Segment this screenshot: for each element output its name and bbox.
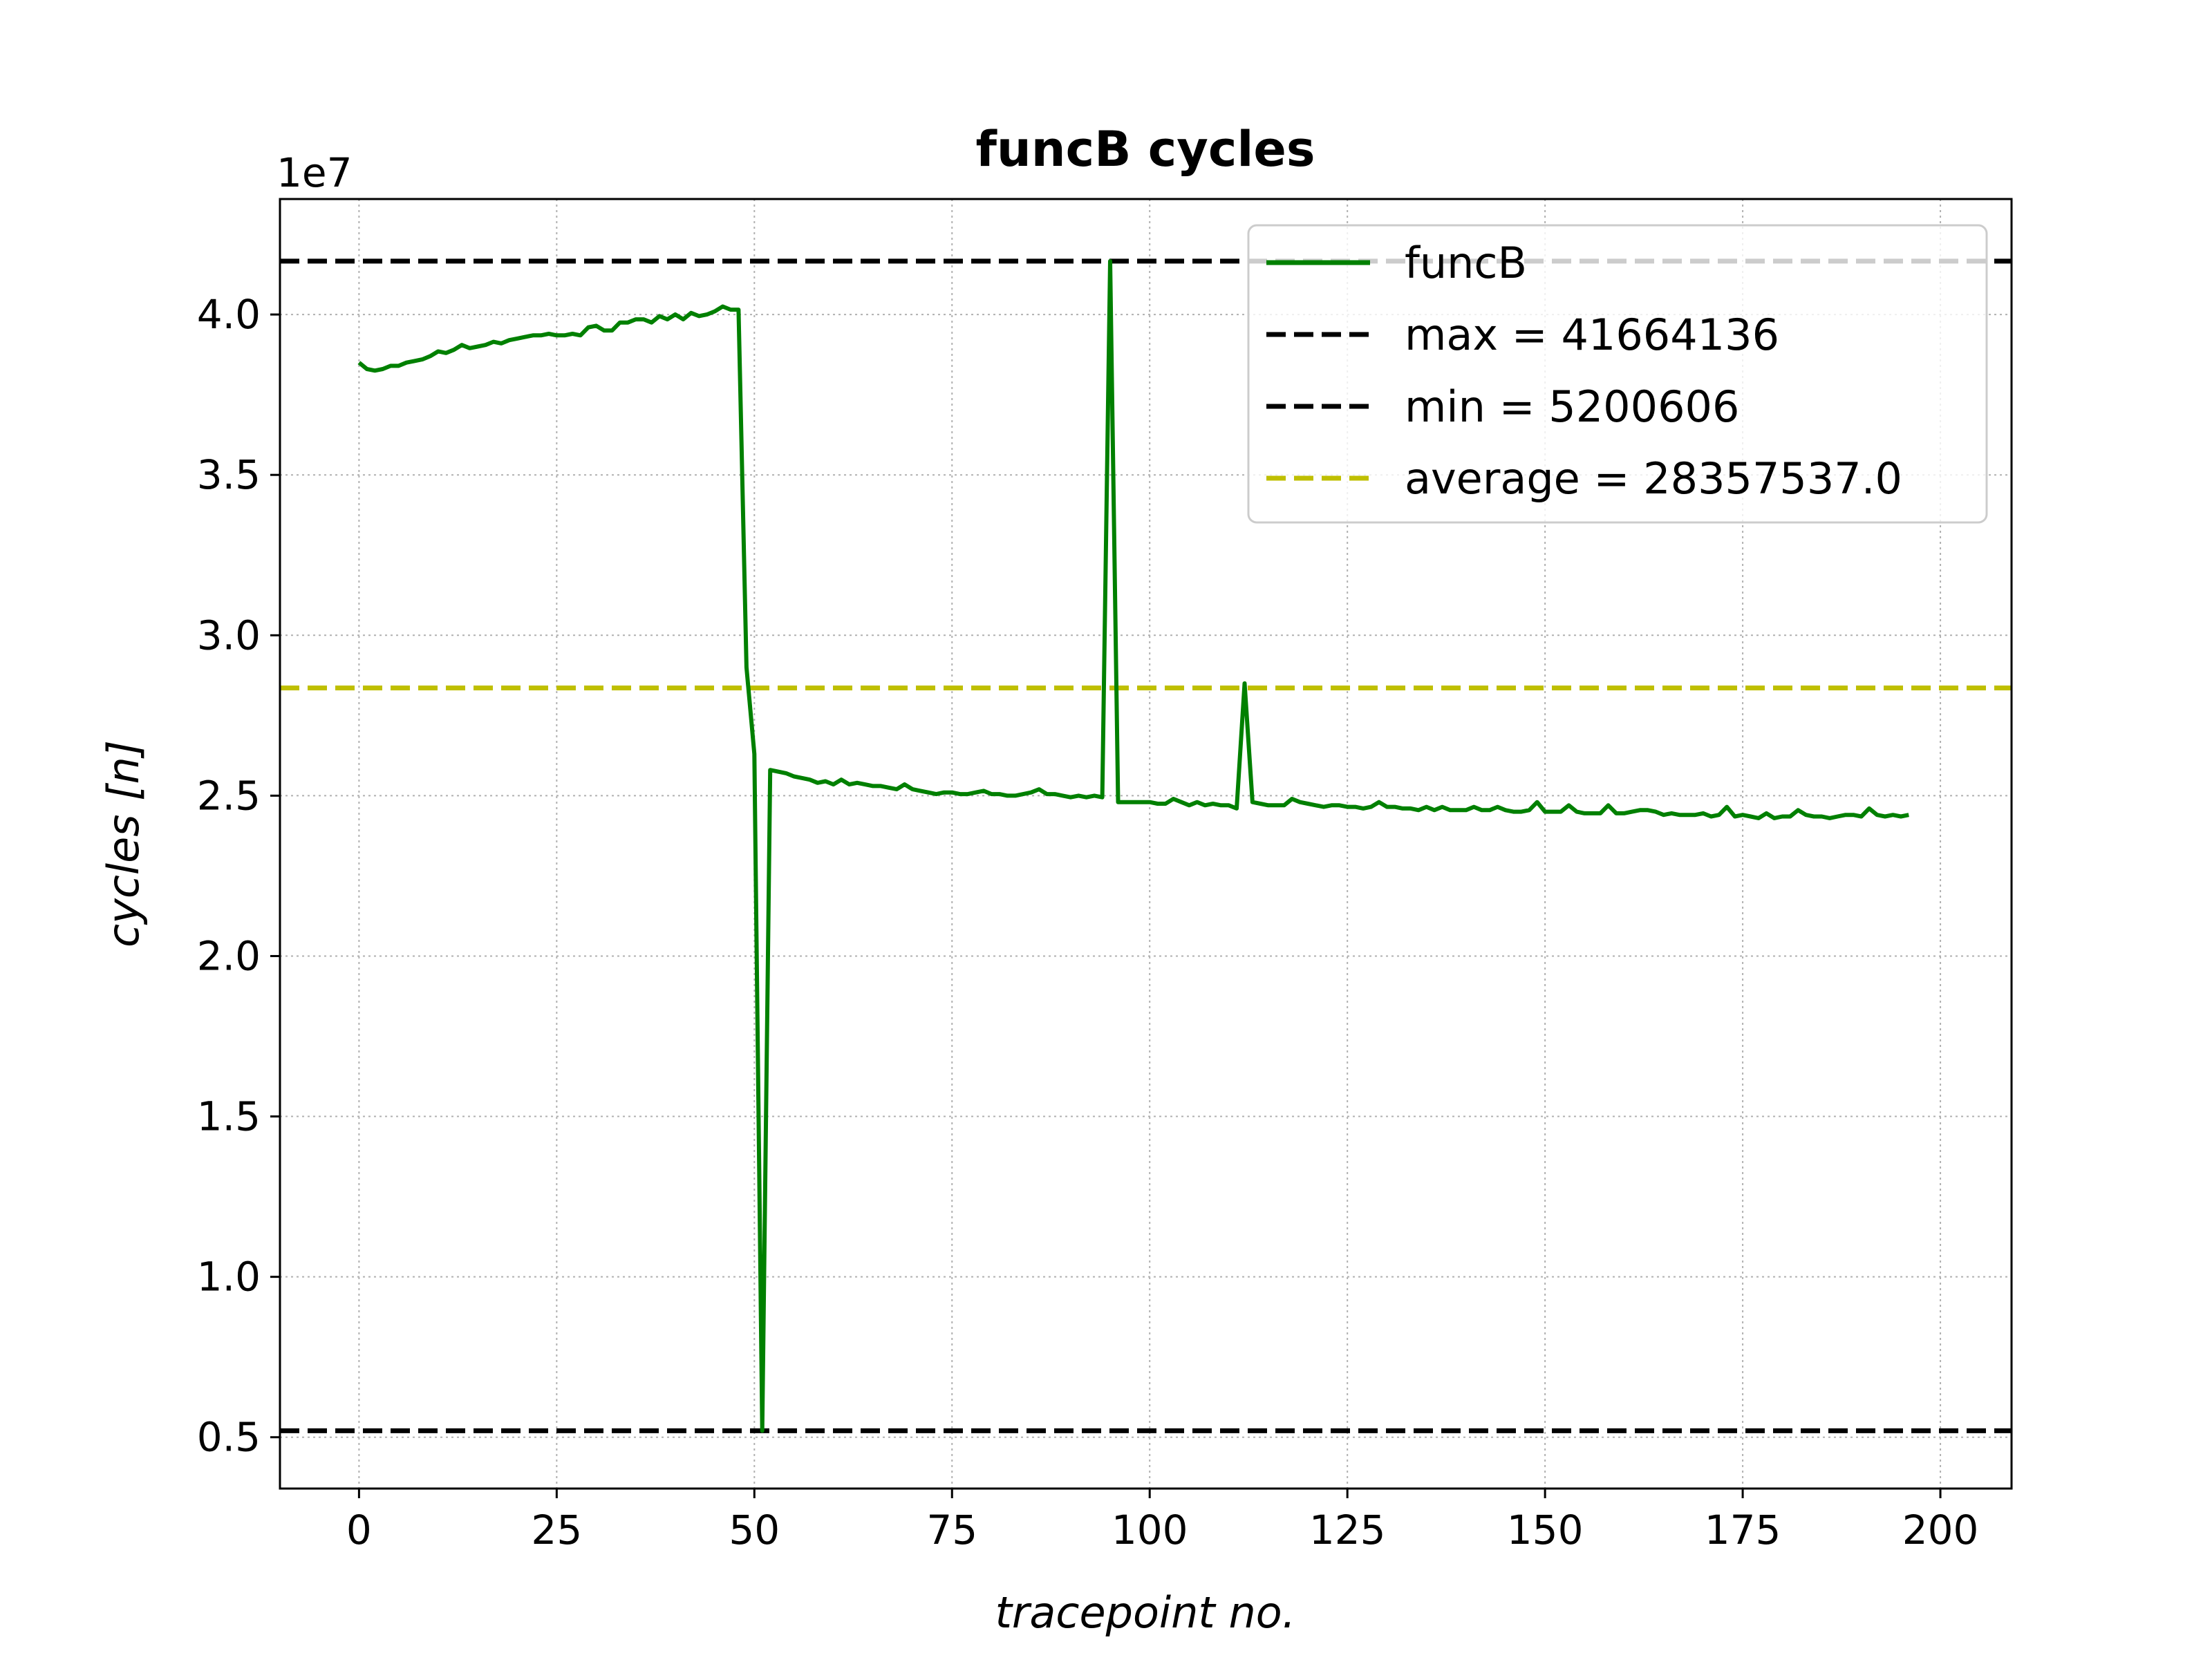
x-tick-label: 125 bbox=[1309, 1507, 1386, 1554]
series-line-funcB bbox=[357, 258, 1909, 1433]
legend: funcB max = 41664136 min = 5200606 avera… bbox=[1247, 224, 1988, 524]
y-tick-label: 0.5 bbox=[197, 1414, 261, 1461]
x-tick-label: 100 bbox=[1112, 1507, 1188, 1554]
x-tick-label: 150 bbox=[1507, 1507, 1584, 1554]
x-axis-label: tracepoint no. bbox=[995, 1587, 1296, 1638]
y-tick-label: 2.5 bbox=[197, 772, 261, 819]
y-tick-label: 3.0 bbox=[197, 612, 261, 659]
x-tick-label: 200 bbox=[1902, 1507, 1979, 1554]
y-tick-label: 1.5 bbox=[197, 1093, 261, 1140]
y-tick-label: 4.0 bbox=[197, 291, 261, 338]
x-tick-label: 25 bbox=[531, 1507, 582, 1554]
legend-label-max: max = 41664136 bbox=[1405, 310, 1779, 360]
y-axis-offset-label: 1e7 bbox=[276, 149, 353, 196]
grid bbox=[280, 199, 2012, 1489]
y-axis: 0.5 1.0 1.5 2.0 2.5 3.0 3.5 4.0 bbox=[197, 291, 280, 1461]
y-axis-label: cycles [n] bbox=[98, 740, 149, 947]
x-tick-label: 50 bbox=[729, 1507, 780, 1554]
chart-title: funcB cycles bbox=[975, 121, 1315, 178]
x-tick-label: 75 bbox=[926, 1507, 977, 1554]
y-tick-label: 1.0 bbox=[197, 1254, 261, 1301]
legend-box bbox=[1247, 224, 1988, 524]
x-axis: 0 25 50 75 100 125 150 175 200 bbox=[346, 1489, 1978, 1554]
legend-label-average: average = 28357537.0 bbox=[1405, 453, 1902, 504]
y-tick-label: 2.0 bbox=[197, 932, 261, 979]
legend-label-min: min = 5200606 bbox=[1405, 381, 1739, 432]
series-layer bbox=[357, 258, 1909, 1433]
y-tick-label: 3.5 bbox=[197, 451, 261, 498]
plot-area-frame bbox=[279, 198, 2013, 1490]
x-tick-label: 175 bbox=[1705, 1507, 1781, 1554]
legend-label-funcB: funcB bbox=[1405, 238, 1527, 288]
x-tick-label: 0 bbox=[346, 1507, 372, 1554]
